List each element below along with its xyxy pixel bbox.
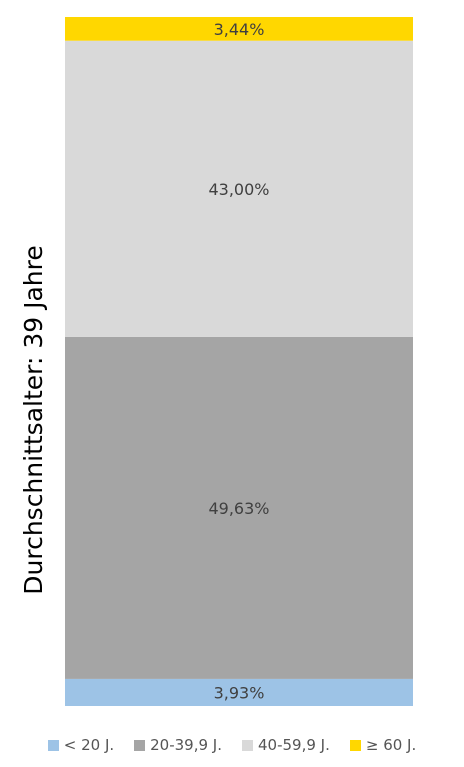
data-label-0: 3,93%: [214, 683, 265, 702]
data-label-2: 43,00%: [208, 180, 269, 199]
legend-swatch-2: [242, 739, 253, 751]
data-label-1: 49,63%: [208, 499, 269, 518]
legend-label-0: < 20 J.: [63, 736, 115, 754]
legend-label-3: ≥ 60 J.: [365, 736, 417, 754]
legend-item-0: < 20 J.: [47, 736, 115, 754]
legend-swatch-3: [349, 739, 361, 751]
legend-item-1: 20-39,9 J.: [134, 736, 222, 754]
legend-label-2: 40-59,9 J.: [258, 736, 330, 754]
legend-label-1: 20-39,9 J.: [150, 736, 222, 754]
bar-segment-0: [65, 678, 413, 706]
bar-segment-1: [65, 336, 413, 679]
bar-segment-3: [65, 17, 413, 41]
bar-segment-2: [65, 40, 413, 337]
legend: < 20 J. 20-39,9 J. 40-59,9 J. ≥ 60 J.: [0, 733, 464, 757]
legend-item-3: ≥ 60 J.: [349, 736, 417, 754]
legend-swatch-1: [134, 739, 146, 751]
data-label-3: 3,44%: [214, 20, 265, 39]
legend-swatch-0: [47, 739, 59, 751]
legend-item-2: 40-59,9 J.: [242, 736, 330, 754]
